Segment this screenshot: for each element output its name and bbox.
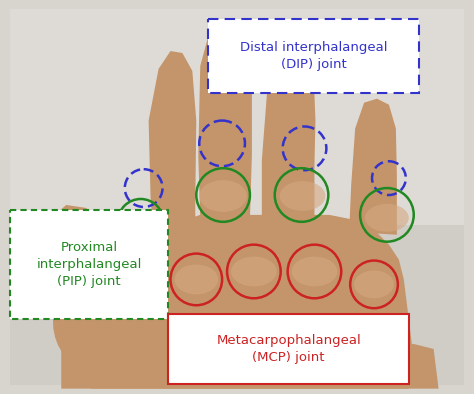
Text: Proximal
interphalangeal
(PIP) joint: Proximal interphalangeal (PIP) joint: [36, 241, 142, 288]
Polygon shape: [44, 205, 111, 289]
Ellipse shape: [53, 285, 125, 373]
Polygon shape: [61, 215, 414, 388]
Ellipse shape: [231, 256, 277, 286]
Ellipse shape: [365, 204, 409, 232]
Ellipse shape: [292, 256, 337, 286]
Bar: [9, 210, 168, 319]
Ellipse shape: [174, 264, 218, 294]
Text: Metacarpophalangeal
(MCP) joint: Metacarpophalangeal (MCP) joint: [216, 334, 361, 364]
Polygon shape: [61, 339, 438, 388]
Bar: [168, 314, 409, 384]
Ellipse shape: [354, 270, 394, 298]
Ellipse shape: [280, 181, 325, 211]
Polygon shape: [349, 99, 397, 235]
Text: Distal interphalangeal
(DIP) joint: Distal interphalangeal (DIP) joint: [240, 41, 387, 71]
Ellipse shape: [199, 180, 247, 212]
Bar: [9, 9, 465, 225]
Polygon shape: [149, 51, 196, 255]
Bar: [208, 19, 419, 93]
Polygon shape: [198, 19, 252, 220]
Polygon shape: [262, 41, 315, 222]
Ellipse shape: [121, 211, 161, 239]
